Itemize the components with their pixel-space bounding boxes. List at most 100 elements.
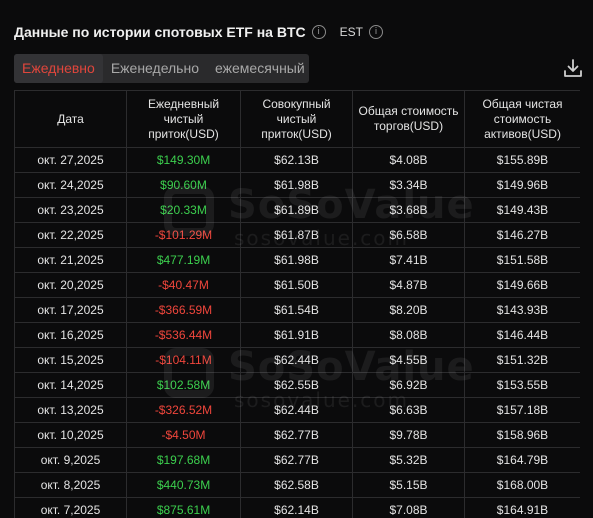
cell-net-assets: $146.44B bbox=[464, 322, 580, 348]
tab-weekly[interactable]: Еженедельно bbox=[110, 60, 199, 76]
column-header-daily-inflow: Ежедневный чистый приток(USD) bbox=[126, 90, 241, 148]
cell-cumulative-inflow: $61.91B bbox=[240, 322, 353, 348]
page-title: Данные по истории спотовых ETF на BTC bbox=[14, 24, 306, 40]
cell-daily-inflow: $875.61M bbox=[126, 497, 241, 518]
etf-history-table: Дата Ежедневный чистый приток(USD) Совок… bbox=[14, 90, 580, 518]
table-row: окт. 10,2025 -$4.50M $62.77B $9.78B $158.96B bbox=[14, 422, 580, 448]
cell-date: окт. 20,2025 bbox=[14, 272, 127, 298]
cell-daily-inflow: $440.73M bbox=[126, 472, 241, 498]
table-row: окт. 22,2025 -$101.29M $61.87B $6.58B $146.2… bbox=[14, 222, 580, 248]
column-header-net-assets: Общая чистая стоимость активов(USD) bbox=[464, 90, 580, 148]
cell-net-assets: $151.58B bbox=[464, 247, 580, 273]
cell-cumulative-inflow: $61.98B bbox=[240, 247, 353, 273]
period-tabs: Ежедневно Еженедельно ежемесячный bbox=[14, 54, 309, 83]
cell-trading-volume: $8.20B bbox=[352, 297, 465, 323]
cell-cumulative-inflow: $62.77B bbox=[240, 422, 353, 448]
header: Данные по истории спотовых ETF на BTC i … bbox=[14, 22, 383, 42]
table-row: окт. 14,2025 $102.58M $62.55B $6.92B $153.55… bbox=[14, 372, 580, 398]
cell-trading-volume: $5.15B bbox=[352, 472, 465, 498]
cell-date: окт. 14,2025 bbox=[14, 372, 127, 398]
cell-net-assets: $155.89B bbox=[464, 147, 580, 173]
cell-cumulative-inflow: $61.89B bbox=[240, 197, 353, 223]
cell-net-assets: $146.27B bbox=[464, 222, 580, 248]
cell-cumulative-inflow: $62.44B bbox=[240, 347, 353, 373]
cell-daily-inflow: -$104.11M bbox=[126, 347, 241, 373]
cell-daily-inflow: -$326.52M bbox=[126, 397, 241, 423]
column-header-date: Дата bbox=[14, 90, 127, 148]
table-row: окт. 21,2025 $477.19M $61.98B $7.41B $151.58… bbox=[14, 247, 580, 273]
cell-trading-volume: $6.63B bbox=[352, 397, 465, 423]
table-row: окт. 17,2025 -$366.59M $61.54B $8.20B $143.9… bbox=[14, 297, 580, 323]
cell-daily-inflow: -$536.44M bbox=[126, 322, 241, 348]
cell-daily-inflow: -$4.50M bbox=[126, 422, 241, 448]
cell-daily-inflow: $20.33M bbox=[126, 197, 241, 223]
cell-date: окт. 8,2025 bbox=[14, 472, 127, 498]
table-row: окт. 15,2025 -$104.11M $62.44B $4.55B $151.3… bbox=[14, 347, 580, 373]
cell-net-assets: $164.91B bbox=[464, 497, 580, 518]
cell-cumulative-inflow: $62.44B bbox=[240, 397, 353, 423]
cell-daily-inflow: $477.19M bbox=[126, 247, 241, 273]
cell-date: окт. 24,2025 bbox=[14, 172, 127, 198]
cell-cumulative-inflow: $61.50B bbox=[240, 272, 353, 298]
cell-net-assets: $158.96B bbox=[464, 422, 580, 448]
cell-net-assets: $149.66B bbox=[464, 272, 580, 298]
timezone-info-icon[interactable]: i bbox=[368, 25, 383, 39]
cell-net-assets: $153.55B bbox=[464, 372, 580, 398]
cell-date: окт. 27,2025 bbox=[14, 147, 127, 173]
info-icon[interactable]: i bbox=[311, 25, 326, 39]
cell-cumulative-inflow: $61.54B bbox=[240, 297, 353, 323]
cell-date: окт. 17,2025 bbox=[14, 297, 127, 323]
cell-trading-volume: $4.08B bbox=[352, 147, 465, 173]
cell-cumulative-inflow: $62.14B bbox=[240, 497, 353, 518]
cell-date: окт. 21,2025 bbox=[14, 247, 127, 273]
download-icon[interactable] bbox=[563, 58, 583, 78]
cell-trading-volume: $8.08B bbox=[352, 322, 465, 348]
tab-monthly[interactable]: ежемесячный bbox=[215, 60, 305, 76]
cell-trading-volume: $9.78B bbox=[352, 422, 465, 448]
cell-daily-inflow: -$101.29M bbox=[126, 222, 241, 248]
cell-trading-volume: $4.87B bbox=[352, 272, 465, 298]
cell-trading-volume: $7.08B bbox=[352, 497, 465, 518]
cell-net-assets: $143.93B bbox=[464, 297, 580, 323]
cell-date: окт. 22,2025 bbox=[14, 222, 127, 248]
table-row: окт. 13,2025 -$326.52M $62.44B $6.63B $157.1… bbox=[14, 397, 580, 423]
table-row: окт. 20,2025 -$40.47M $61.50B $4.87B $149.66… bbox=[14, 272, 580, 298]
cell-date: окт. 7,2025 bbox=[14, 497, 127, 518]
cell-trading-volume: $3.68B bbox=[352, 197, 465, 223]
cell-net-assets: $149.43B bbox=[464, 197, 580, 223]
cell-date: окт. 23,2025 bbox=[14, 197, 127, 223]
cell-daily-inflow: $149.30M bbox=[126, 147, 241, 173]
cell-net-assets: $164.79B bbox=[464, 447, 580, 473]
cell-net-assets: $157.18B bbox=[464, 397, 580, 423]
table-row: окт. 9,2025 $197.68M $62.77B $5.32B $164.79B bbox=[14, 447, 580, 473]
cell-daily-inflow: -$40.47M bbox=[126, 272, 241, 298]
table-header-row: Дата Ежедневный чистый приток(USD) Совок… bbox=[14, 90, 580, 148]
cell-trading-volume: $6.58B bbox=[352, 222, 465, 248]
table-row: окт. 23,2025 $20.33M $61.89B $3.68B $149.43B bbox=[14, 197, 580, 223]
tab-daily[interactable]: Ежедневно bbox=[14, 54, 103, 83]
cell-net-assets: $149.96B bbox=[464, 172, 580, 198]
cell-daily-inflow: -$366.59M bbox=[126, 297, 241, 323]
cell-trading-volume: $5.32B bbox=[352, 447, 465, 473]
cell-cumulative-inflow: $62.13B bbox=[240, 147, 353, 173]
cell-daily-inflow: $197.68M bbox=[126, 447, 241, 473]
cell-daily-inflow: $102.58M bbox=[126, 372, 241, 398]
table-row: окт. 8,2025 $440.73M $62.58B $5.15B $168.00B bbox=[14, 472, 580, 498]
cell-cumulative-inflow: $62.55B bbox=[240, 372, 353, 398]
cell-cumulative-inflow: $62.77B bbox=[240, 447, 353, 473]
cell-date: окт. 9,2025 bbox=[14, 447, 127, 473]
cell-trading-volume: $6.92B bbox=[352, 372, 465, 398]
cell-trading-volume: $3.34B bbox=[352, 172, 465, 198]
table-row: окт. 7,2025 $875.61M $62.14B $7.08B $164.91B bbox=[14, 497, 580, 518]
cell-trading-volume: $4.55B bbox=[352, 347, 465, 373]
cell-date: окт. 15,2025 bbox=[14, 347, 127, 373]
column-header-cumulative-inflow: Совокупный чистый приток(USD) bbox=[240, 90, 353, 148]
cell-daily-inflow: $90.60M bbox=[126, 172, 241, 198]
timezone-label: EST bbox=[339, 25, 363, 39]
cell-net-assets: $168.00B bbox=[464, 472, 580, 498]
table-row: окт. 16,2025 -$536.44M $61.91B $8.08B $146.4… bbox=[14, 322, 580, 348]
cell-date: окт. 10,2025 bbox=[14, 422, 127, 448]
column-header-trading-volume: Общая стоимость торгов(USD) bbox=[352, 90, 465, 148]
table-row: окт. 27,2025 $149.30M $62.13B $4.08B $155.89… bbox=[14, 147, 580, 173]
cell-date: окт. 13,2025 bbox=[14, 397, 127, 423]
